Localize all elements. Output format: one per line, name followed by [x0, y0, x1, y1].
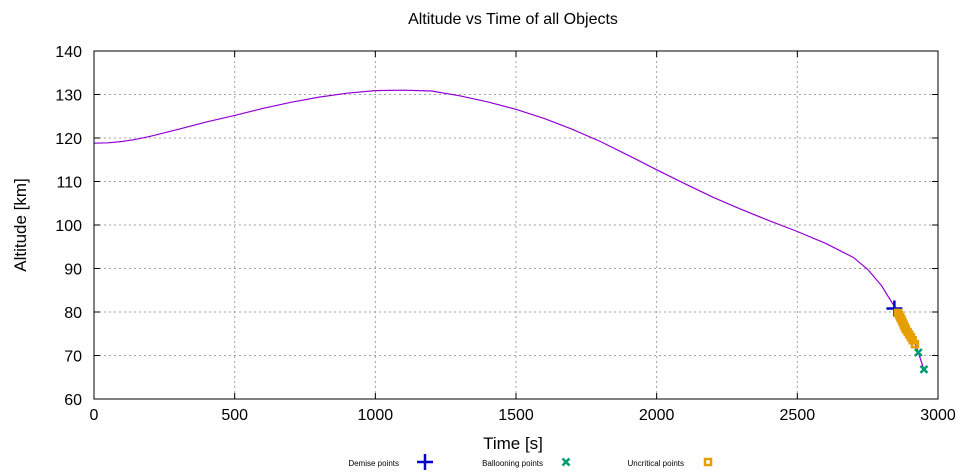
x-tick-label: 0 [90, 407, 99, 424]
marker-square [910, 339, 920, 349]
y-axis-label: Altitude [km] [11, 178, 30, 272]
marker-cross [913, 348, 923, 357]
legend-marker-cross [561, 457, 571, 467]
chart-title: Altitude vs Time of all Objects [408, 11, 618, 28]
y-tick-label: 100 [55, 218, 82, 235]
trajectory-line [93, 89, 925, 370]
x-tick-label: 3000 [920, 407, 956, 424]
marker-cross [919, 365, 929, 374]
x-axis-label: Time [s] [483, 434, 543, 453]
legend-label: Uncritical points [628, 459, 684, 468]
y-tick-label: 70 [64, 349, 82, 366]
y-tick-label: 80 [64, 305, 82, 322]
x-tick-label: 500 [221, 407, 248, 424]
legend-marker-square [703, 457, 713, 467]
legend: Demise points Ballooning points Uncritical… [348, 454, 713, 470]
x-tick-label: 1500 [498, 407, 534, 424]
y-tick-label: 60 [64, 392, 82, 409]
y-tick-label: 140 [55, 44, 82, 61]
plot-data [93, 89, 929, 374]
axis-ticks: 0 500 1000 1500 2000 2500 3000 60 70 80 90 100 110 12… [55, 44, 956, 424]
legend-marker-plus [417, 454, 433, 470]
x-tick-label: 2000 [639, 407, 675, 424]
legend-label: Ballooning points [482, 459, 543, 468]
y-tick-label: 90 [64, 262, 82, 279]
legend-label: Demise points [348, 459, 399, 468]
x-tick-label: 1000 [358, 407, 394, 424]
y-tick-label: 120 [55, 131, 82, 148]
y-tick-label: 130 [55, 88, 82, 105]
grid-lines [94, 51, 938, 399]
y-tick-label: 110 [56, 175, 82, 192]
plot-frame [93, 50, 939, 400]
x-tick-label: 2500 [780, 407, 816, 424]
